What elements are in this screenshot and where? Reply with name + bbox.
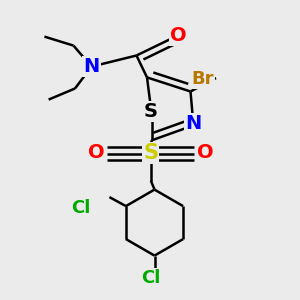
Text: O: O (197, 143, 214, 163)
Text: O: O (88, 143, 104, 163)
Text: S: S (143, 143, 158, 163)
Text: Cl: Cl (141, 269, 160, 287)
Text: O: O (170, 26, 187, 45)
Text: Cl: Cl (71, 199, 90, 217)
Text: N: N (83, 57, 100, 76)
Text: Br: Br (191, 70, 214, 88)
Text: N: N (185, 114, 201, 134)
Text: S: S (144, 102, 158, 122)
